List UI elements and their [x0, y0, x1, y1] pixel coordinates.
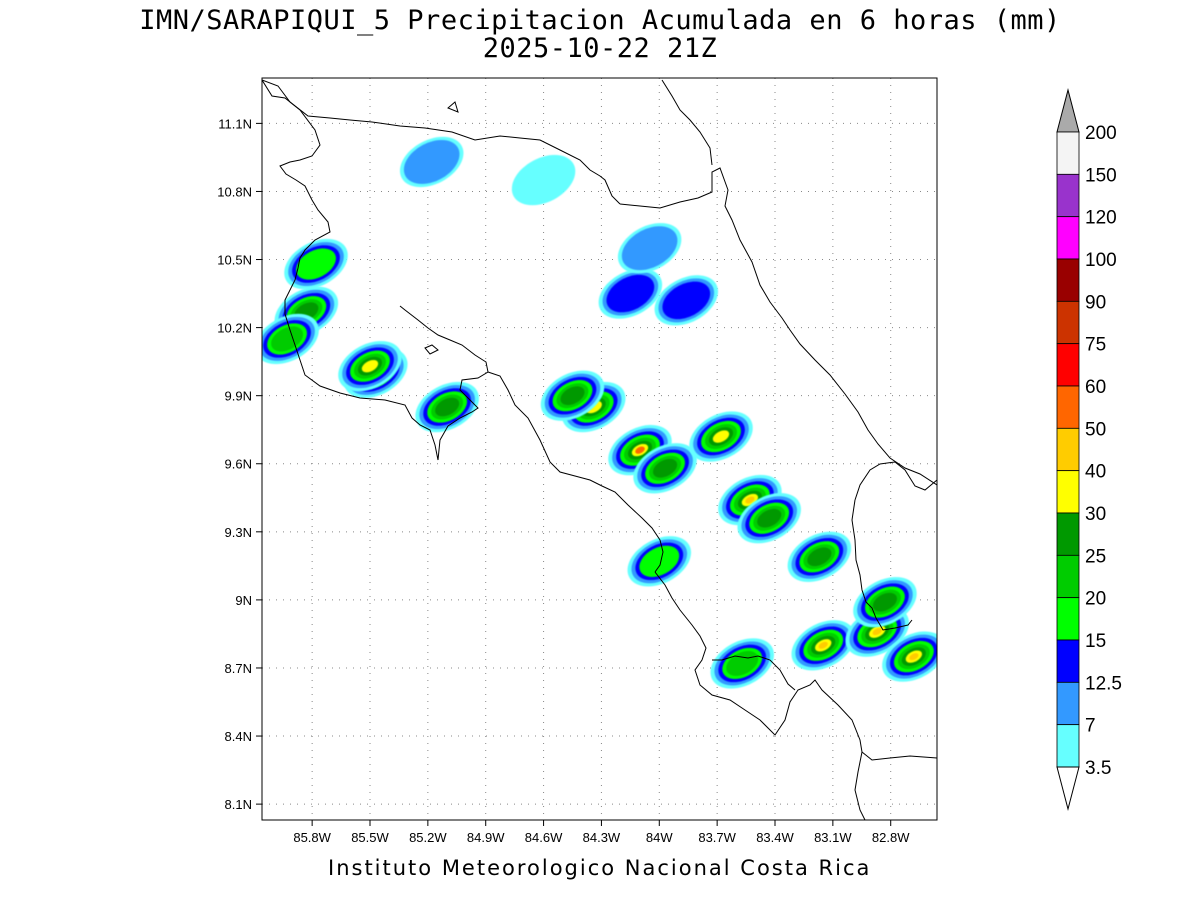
lon-tick-label: 84W [646, 830, 673, 845]
legend-swatch [1056, 258, 1080, 302]
panama-south-coast [861, 751, 937, 761]
precip-contour [757, 508, 782, 528]
coastline-nicaragua-north [262, 79, 621, 205]
small-island [447, 101, 459, 113]
coastline-caribbean [619, 167, 937, 486]
precip-contour [745, 496, 755, 504]
legend-under-arrow [1056, 766, 1080, 811]
legend-label: 60 [1085, 377, 1106, 398]
lon-tick-label: 83.1W [814, 830, 852, 845]
coastline-osa [654, 571, 866, 820]
precip-contour [909, 653, 919, 661]
legend-swatch [1056, 724, 1080, 768]
lat-tick-label: 9.6N [225, 457, 252, 472]
lat-tick-label: 11.1N [218, 116, 252, 131]
border-costa-rica-panama [851, 499, 913, 631]
lat-tick-label: 8.4N [225, 729, 252, 744]
legend-label: 20 [1085, 589, 1106, 610]
precip-contour [560, 386, 585, 406]
legend-label: 120 [1085, 208, 1117, 229]
lat-tick-label: 10.5N [217, 253, 252, 268]
legend-label: 30 [1085, 504, 1106, 525]
lon-tick-label: 85.8W [293, 830, 331, 845]
legend-swatch [1056, 216, 1080, 260]
legend-swatch [1056, 343, 1080, 387]
caribbean-coast-north [661, 79, 713, 166]
map-title: IMN/SARAPIQUI_5 Precipitacion Acumulada … [139, 5, 1061, 36]
precip-contour [435, 397, 460, 417]
legend-label: 12.5 [1085, 673, 1122, 694]
lon-tick-label: 82.8W [872, 830, 910, 845]
coastline [262, 79, 937, 820]
map-axes: 11.1N 10.8N 10.5N 10.2N 9.9N 9.6N 9.3N 9N 8.7N 8.… [217, 116, 910, 845]
precip-contour [621, 226, 678, 271]
legend-over-arrow [1056, 88, 1080, 133]
legend-swatch [1056, 639, 1080, 683]
lon-tick-label: 83.7W [698, 830, 736, 845]
legend-label: 75 [1085, 335, 1106, 356]
legend-label: 7 [1085, 716, 1096, 737]
lat-tick-label: 10.2N [217, 321, 252, 336]
coastline-golfo-dulce [712, 655, 796, 691]
legend-swatch [1056, 131, 1080, 175]
precip-contour [807, 547, 832, 567]
legend-label: 25 [1085, 546, 1106, 567]
color-legend: 200 150 120 100 90 75 60 50 40 30 25 20 15 12.5 7 3.5 [1056, 88, 1122, 811]
lat-tick-label: 9.9N [225, 389, 252, 404]
lat-tick-label: 8.1N [225, 797, 252, 812]
lat-tick-label: 10.8N [217, 184, 252, 199]
precip-contour [403, 139, 460, 184]
plot-frame [261, 77, 938, 821]
precip-contour [511, 154, 576, 206]
precip-contour [652, 458, 678, 478]
legend-label: 3.5 [1085, 758, 1111, 779]
lat-tick-label: 8.7N [225, 661, 252, 676]
legend-label: 50 [1085, 419, 1106, 440]
legend-swatch [1056, 681, 1080, 726]
legend-swatch [1056, 597, 1080, 641]
panama-border [854, 461, 937, 501]
legend-label: 100 [1085, 250, 1117, 271]
precip-contour [639, 545, 680, 577]
precip-contour [635, 446, 645, 454]
lat-tick-label: 9N [235, 593, 252, 608]
gulf-of-nicoya-coast [424, 344, 439, 355]
legend-swatch [1056, 470, 1080, 514]
precip-contour [361, 360, 379, 373]
lon-tick-label: 83.4W [756, 830, 794, 845]
legend-swatch [1056, 173, 1080, 218]
precip-contour [712, 430, 730, 443]
legend-swatch [1056, 385, 1080, 429]
precip-contour [872, 592, 898, 612]
legend-swatch [1056, 554, 1080, 599]
precip-contour [872, 628, 882, 636]
legend-label: 15 [1085, 631, 1106, 652]
precip-contour [818, 641, 828, 649]
precipitation-field [262, 136, 937, 689]
map-subtitle: 2025-10-22 21Z [482, 33, 718, 64]
legend-swatch [1056, 512, 1080, 556]
lon-tick-label: 84.6W [525, 830, 563, 845]
legend-swatch [1056, 300, 1080, 345]
precip-contour [606, 274, 655, 313]
legend-label: 200 [1085, 123, 1117, 144]
lon-tick-label: 84.9W [467, 830, 505, 845]
lon-tick-label: 85.2W [409, 830, 447, 845]
precip-contour [662, 281, 711, 320]
coastline-pacific-north [262, 79, 489, 461]
lat-tick-label: 9.3N [225, 525, 252, 540]
lon-tick-label: 85.5W [351, 830, 389, 845]
coastline-central-pacific [487, 371, 664, 573]
footer-credit: Instituto Meteorologico Nacional Costa R… [328, 856, 872, 880]
lon-tick-label: 84.3W [583, 830, 621, 845]
precip-contour [296, 248, 336, 280]
legend-label: 90 [1085, 292, 1106, 313]
legend-label: 40 [1085, 462, 1106, 483]
legend-label: 150 [1085, 165, 1117, 186]
legend-swatch [1056, 427, 1080, 472]
